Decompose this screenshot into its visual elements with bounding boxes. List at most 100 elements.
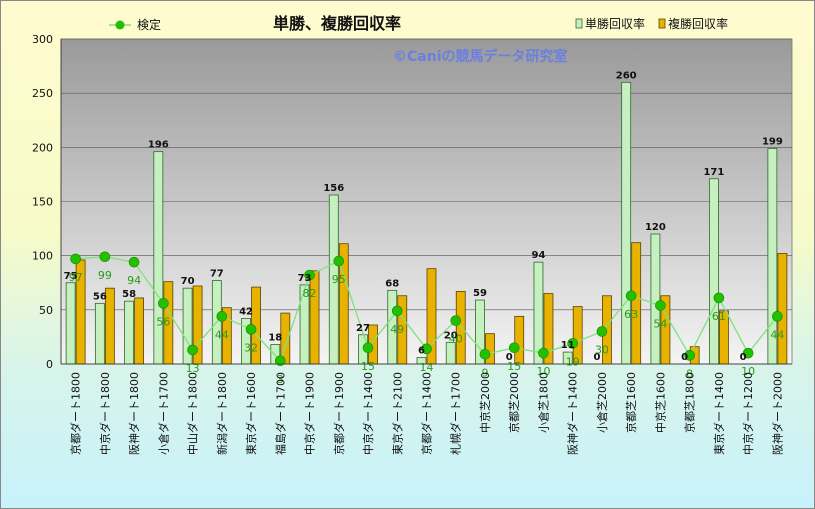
x-tick-label: 中京ダート1400: [361, 372, 375, 455]
bar-tansho-label: 27: [356, 323, 370, 334]
legend-label-line: 検定: [137, 17, 161, 32]
line-value-label: 10: [536, 365, 550, 378]
legend-line-marker: [115, 20, 125, 30]
bar-tansho-label: 260: [616, 70, 637, 81]
line-marker: [684, 350, 695, 361]
x-tick-label: 中京ダート1900: [303, 372, 317, 455]
bar-tansho-label: 75: [64, 271, 78, 282]
x-tick-label: 京都ダート1800: [69, 372, 83, 455]
x-tick-label: 新潟ダート1800: [215, 372, 229, 455]
bar-tansho-label: 68: [385, 278, 399, 289]
line-value-label: 15: [361, 360, 375, 373]
x-tick-label: 中京芝2000: [478, 372, 492, 433]
line-marker: [216, 311, 228, 322]
bar-tansho-label: 6: [418, 346, 425, 357]
legend: 検定 単勝回収率 複勝回収率: [109, 16, 728, 32]
x-tick-label: 福島ダート1700: [273, 372, 287, 455]
x-tick-label: 中京ダート1800: [98, 372, 112, 455]
line-value-label: 99: [98, 269, 112, 282]
bar-tansho-label: 59: [473, 288, 487, 299]
y-tick-label: 100: [32, 250, 53, 263]
legend-bar2-swatch: [658, 18, 666, 29]
x-tick-label: 阪神ダート1400: [566, 372, 580, 455]
legend-item-bar2: 複勝回収率: [658, 16, 728, 31]
line-value-label: 3: [277, 373, 284, 386]
line-marker: [508, 342, 520, 354]
line-marker: [187, 344, 198, 356]
y-tick-label: 0: [46, 358, 53, 371]
bar-tansho-label: 42: [239, 307, 253, 318]
line-marker: [128, 256, 140, 268]
line-value-label: 40: [449, 333, 463, 346]
data-labels: 75 56 58 196 70 77 42 18 73 156 27 68 6 20 59 0 94 11 0 260…: [64, 70, 785, 385]
x-tick-label: 札幌ダート1700: [449, 372, 463, 455]
x-tick-label: 阪神ダート1800: [127, 372, 141, 455]
legend-bar1-swatch: [575, 18, 583, 29]
line-value-label: 56: [156, 315, 170, 328]
line-value-label: 82: [303, 287, 317, 300]
bar-tansho: [94, 302, 105, 365]
line-marker: [450, 315, 462, 326]
line-value-label: 14: [420, 361, 434, 374]
x-tick-label: 東京ダート2100: [390, 372, 404, 455]
line-value-label: 13: [186, 362, 200, 375]
line-marker: [333, 255, 345, 267]
line-marker: [655, 300, 666, 311]
line-marker: [362, 342, 374, 354]
x-tick-label: 京都芝2000: [507, 372, 521, 433]
line-marker: [391, 305, 403, 317]
line-value-label: 10: [741, 365, 755, 378]
bar-tansho-label: 58: [122, 289, 136, 300]
bar-tansho: [124, 300, 134, 365]
bar-fukusho: [777, 253, 788, 365]
bar-tansho-label: 73: [298, 273, 312, 284]
line-marker: [158, 298, 169, 309]
y-tick-label: 200: [32, 141, 53, 154]
bar-tansho-label: 156: [323, 183, 344, 194]
line-marker: [99, 251, 111, 263]
line-marker: [625, 290, 637, 302]
bar-tansho-label: 94: [531, 250, 545, 261]
bar-tansho: [621, 81, 632, 365]
line-value-label: 97: [69, 271, 83, 284]
line-value-label: 19: [566, 355, 580, 368]
bar-tansho-label: 120: [645, 222, 666, 233]
line-marker: [538, 347, 549, 359]
line-value-label: 9: [481, 366, 488, 379]
bar-tansho: [153, 151, 164, 365]
y-tick-label: 150: [32, 196, 53, 209]
line-marker: [713, 292, 725, 304]
line-marker: [70, 253, 81, 265]
line-value-label: 8: [686, 367, 693, 380]
line-value-label: 44: [215, 328, 229, 341]
line-value-label: 63: [624, 308, 638, 321]
line-marker: [274, 355, 286, 367]
line-marker: [304, 269, 315, 281]
x-tick-label: 中京芝1600: [653, 372, 667, 433]
legend-item-bar1: 単勝回収率: [575, 16, 645, 31]
bar-tansho-label: 0: [740, 352, 747, 363]
bar-fukusho: [309, 270, 320, 365]
line-series: [70, 251, 783, 367]
bar-tansho-label: 11: [561, 340, 575, 351]
bar-fukusho: [631, 242, 642, 365]
line-value-label: 44: [770, 328, 784, 341]
x-tick-label: 小倉ダート1700: [156, 372, 170, 455]
bar-fukusho: [134, 297, 145, 365]
y-tick-label: 50: [39, 304, 53, 317]
legend-label-bar2: 複勝回収率: [668, 16, 728, 31]
line-marker: [742, 347, 754, 359]
line-value-label: 54: [653, 318, 667, 331]
x-tick-label: 中京ダート1200: [741, 372, 755, 455]
legend-item-line: 検定: [109, 17, 161, 32]
line-marker: [421, 343, 432, 355]
bar-tansho-label: 18: [268, 333, 282, 344]
line-value-label: 32: [244, 341, 258, 354]
x-tick-label: 京都芝1800: [683, 372, 697, 433]
line-value-label: 61: [712, 310, 726, 323]
bar-tansho-label: 70: [181, 276, 195, 287]
line-value-label: 49: [390, 323, 404, 336]
x-tick-label: 中山ダート1800: [186, 372, 200, 455]
